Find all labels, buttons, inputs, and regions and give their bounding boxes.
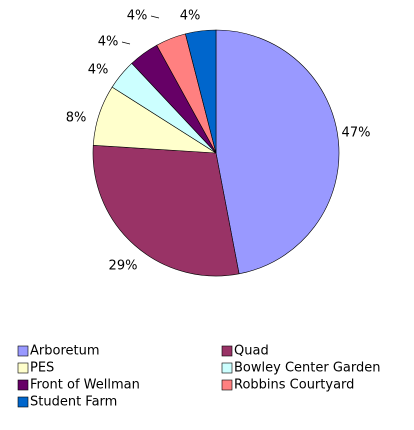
pie-slice xyxy=(185,29,217,154)
legend-label: PES xyxy=(30,361,54,376)
legend-label: Front of Wellman xyxy=(30,378,140,393)
data-label: 29% xyxy=(109,259,138,274)
legend-swatch xyxy=(221,345,233,357)
data-label: 4% xyxy=(180,9,201,24)
leader-line xyxy=(121,41,131,45)
legend-swatch xyxy=(17,345,29,357)
legend-label: Robbins Courtyard xyxy=(234,378,354,393)
pie-slice xyxy=(215,29,340,275)
legend-swatch xyxy=(221,379,233,391)
data-label: 8% xyxy=(66,111,87,126)
legend-label: Quad xyxy=(234,344,269,359)
legend-swatch xyxy=(17,396,29,408)
data-label: 4% xyxy=(127,9,148,24)
legend-label: Student Farm xyxy=(30,395,117,410)
legend-label: Arboretum xyxy=(30,344,100,359)
data-label: 4% xyxy=(98,35,119,50)
legend-swatch xyxy=(17,379,29,391)
data-label: 4% xyxy=(88,63,109,78)
pie-slice xyxy=(92,144,240,277)
data-label: 47% xyxy=(342,126,371,141)
legend-swatch xyxy=(221,362,233,374)
legend-label: Bowley Center Garden xyxy=(234,361,380,376)
legend-swatch xyxy=(17,362,29,374)
leader-line xyxy=(150,15,160,19)
